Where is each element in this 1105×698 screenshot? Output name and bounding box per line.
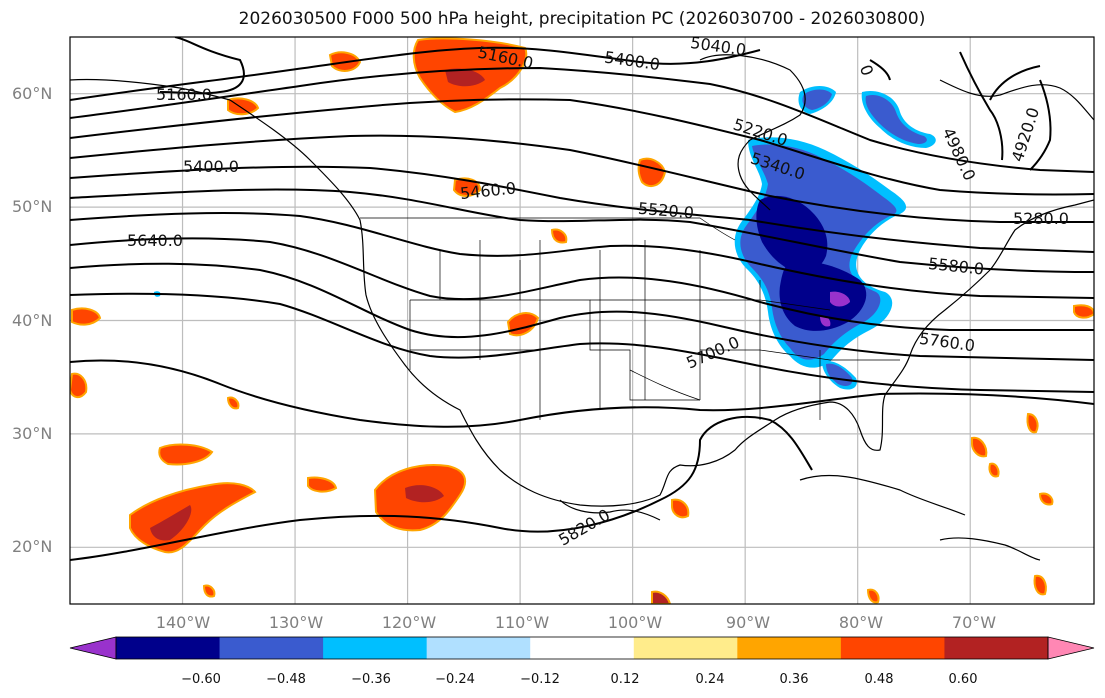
colorbar-tick-label: 0.48 bbox=[865, 672, 894, 687]
colorbar-swatch bbox=[116, 637, 221, 659]
colorbar-swatch bbox=[840, 637, 945, 659]
precip-positive-shading bbox=[70, 37, 1094, 604]
colorbar-extend-max bbox=[1047, 636, 1095, 660]
colorbar-outline bbox=[115, 636, 1049, 660]
lat-label: 40°N bbox=[12, 311, 52, 330]
coastlines bbox=[70, 54, 1094, 561]
lat-label: 30°N bbox=[12, 424, 52, 443]
colorbar-tick-label: −0.48 bbox=[266, 672, 306, 687]
longitude-labels: 140°W 130°W 120°W 110°W 100°W 90°W 80°W … bbox=[156, 613, 996, 632]
lat-label: 50°N bbox=[12, 197, 52, 216]
lon-label: 90°W bbox=[726, 613, 770, 632]
colorbar-tick-label: 0.36 bbox=[780, 672, 809, 687]
colorbar-tick-label: −0.36 bbox=[351, 672, 391, 687]
map-title: 2026030500 F000 500 hPa height, precipit… bbox=[238, 9, 926, 29]
colorbar-labels: −0.60 −0.48 −0.36 −0.24 −0.12 0.12 0.24 … bbox=[181, 672, 977, 687]
colorbar-tick-label: −0.24 bbox=[435, 672, 475, 687]
lon-label: 140°W bbox=[156, 613, 211, 632]
contour-label: 5520.0 bbox=[637, 199, 694, 223]
colorbar-swatch bbox=[737, 637, 842, 659]
lat-label: 20°N bbox=[12, 537, 52, 556]
colorbar-tick-label: 0.12 bbox=[611, 672, 640, 687]
contour-label: 5640.0 bbox=[127, 231, 183, 250]
lon-label: 120°W bbox=[382, 613, 437, 632]
colorbar-tick-label: −0.12 bbox=[520, 672, 560, 687]
colorbar-tick-label: −0.60 bbox=[181, 672, 221, 687]
lat-label: 60°N bbox=[12, 84, 52, 103]
colorbar-tick-label: 0.24 bbox=[696, 672, 725, 687]
lon-label: 100°W bbox=[608, 613, 663, 632]
lon-label: 70°W bbox=[952, 613, 996, 632]
colorbar-swatch bbox=[944, 637, 1049, 659]
colorbar-swatch bbox=[219, 637, 324, 659]
colorbar-swatch bbox=[426, 637, 531, 659]
colorbar-swatch bbox=[323, 637, 428, 659]
lon-label: 110°W bbox=[495, 613, 550, 632]
colorbar-swatch bbox=[530, 637, 635, 659]
contour-label: 5160.0 bbox=[156, 85, 212, 104]
lon-label: 130°W bbox=[269, 613, 324, 632]
latitude-labels: 20°N 30°N 40°N 50°N 60°N bbox=[12, 84, 52, 556]
contour-label: 5280.0 bbox=[1013, 209, 1069, 228]
colorbar-tick-label: 0.60 bbox=[949, 672, 978, 687]
contour-label: 5400.0 bbox=[183, 157, 239, 176]
colorbar-extend-min bbox=[69, 636, 117, 660]
colorbar-swatch bbox=[633, 637, 738, 659]
colorbar bbox=[69, 636, 1095, 660]
lon-label: 80°W bbox=[839, 613, 883, 632]
map-frame bbox=[69, 36, 1095, 605]
height-contours bbox=[70, 37, 1094, 561]
political-borders bbox=[360, 217, 900, 420]
